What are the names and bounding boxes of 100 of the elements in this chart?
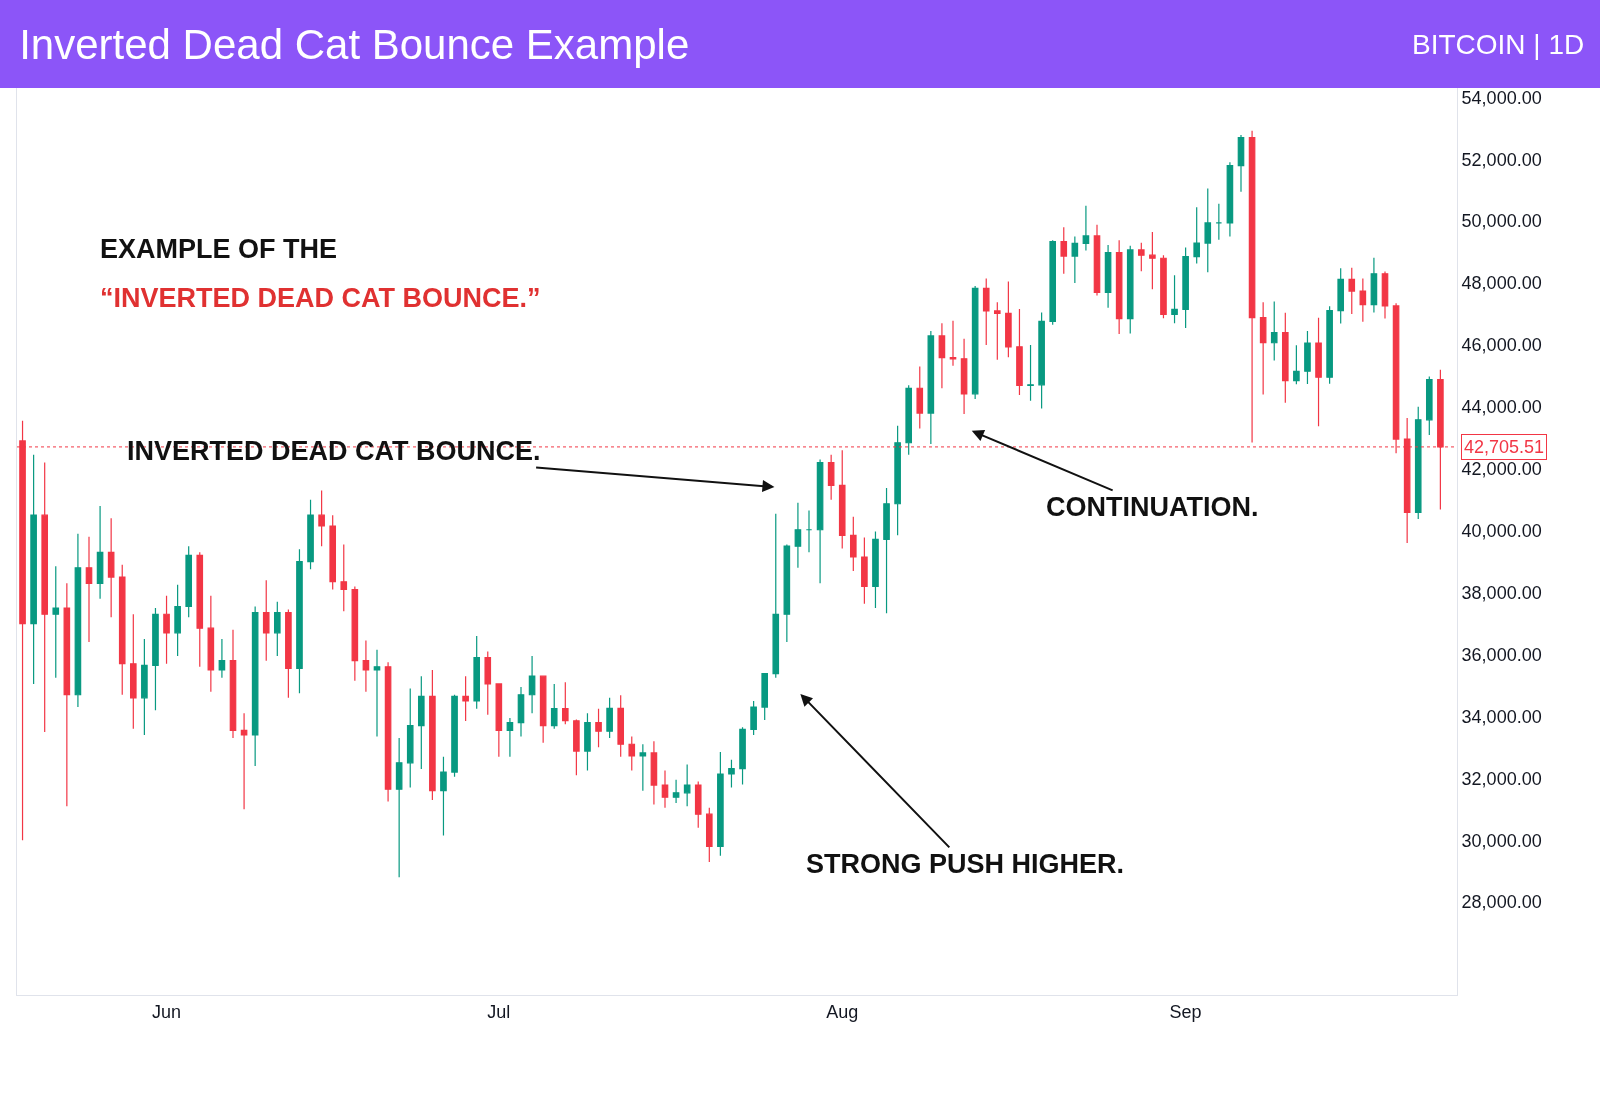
candlestick (971, 285, 979, 400)
candlestick (628, 735, 636, 772)
candlestick (982, 277, 990, 346)
candlestick (1115, 239, 1123, 335)
candlestick (993, 301, 1001, 361)
candlestick (30, 454, 37, 685)
y-tick-label: 50,000.00 (1461, 211, 1542, 232)
candlestick (340, 544, 348, 612)
candlestick (606, 697, 613, 739)
candlestick (517, 686, 525, 738)
candlestick (1049, 239, 1057, 326)
candlestick (1215, 203, 1223, 241)
candlestick (440, 756, 447, 837)
candlestick (595, 708, 602, 748)
candlestick (74, 533, 82, 708)
candlestick (395, 737, 403, 878)
candlestick (1381, 270, 1389, 320)
candlestick (451, 694, 458, 778)
candlestick (307, 499, 314, 570)
candlestick (739, 726, 746, 786)
x-tick-label: Jul (487, 1001, 511, 1022)
candlestick (118, 564, 126, 696)
candlestick (949, 320, 957, 367)
candlestick (1226, 161, 1234, 238)
candlestick (528, 655, 536, 714)
y-tick-label: 46,000.00 (1461, 335, 1542, 356)
candlestick (1326, 305, 1333, 385)
candlestick (141, 638, 148, 736)
candlestick (772, 513, 780, 679)
candlestick (362, 639, 370, 693)
candlestick (495, 683, 503, 758)
y-tick-label: 34,000.00 (1461, 706, 1542, 727)
chart-subtitle: BITCOIN | 1D (1412, 29, 1585, 60)
candlestick (639, 743, 647, 792)
y-tick-label: 30,000.00 (1461, 830, 1542, 851)
candlestick (805, 509, 813, 553)
candlestick (927, 330, 935, 445)
annotation: CONTINUATION. (1046, 492, 1259, 522)
y-tick-label: 44,000.00 (1461, 397, 1542, 418)
candlestick (96, 505, 104, 600)
candlestick (1093, 224, 1101, 296)
candlestick (384, 661, 392, 803)
candlestick (617, 694, 625, 758)
candlestick (584, 712, 591, 772)
candlestick (351, 585, 359, 682)
candlestick (41, 461, 49, 733)
candlestick (473, 635, 481, 710)
annotation: INVERTED DEAD CAT BOUNCE. (127, 436, 541, 466)
candlestick (1237, 134, 1245, 193)
chart-title: Inverted Dead Cat Bounce Example (19, 20, 690, 68)
candlestick (661, 769, 669, 809)
candlestick (728, 759, 735, 789)
candlestick (285, 609, 292, 699)
candlestick (1182, 246, 1189, 329)
candlestick (894, 425, 901, 536)
candlestick (462, 675, 469, 722)
candlestick (240, 712, 248, 810)
candlestick (1414, 406, 1422, 520)
candlestick (1005, 280, 1012, 358)
candlestick (1348, 267, 1356, 315)
candlestick (1149, 231, 1156, 290)
candlestick (373, 649, 381, 738)
candlestick (1082, 205, 1090, 252)
y-tick-label: 40,000.00 (1461, 520, 1542, 541)
x-tick-label: Jun (152, 1001, 182, 1022)
candlestick (262, 579, 270, 662)
candlestick (1425, 375, 1433, 436)
candlestick (1171, 274, 1178, 324)
candlestick (273, 601, 281, 657)
candlestick (1248, 130, 1256, 444)
annotation: STRONG PUSH HIGHER. (806, 849, 1125, 879)
candlestick (318, 489, 325, 547)
candlestick (1137, 242, 1145, 272)
candlestick (52, 565, 60, 679)
candlestick (916, 366, 924, 430)
candlestick (1038, 311, 1045, 409)
candlestick (207, 595, 215, 693)
candlestick (1370, 257, 1378, 314)
candlestick (905, 384, 913, 456)
y-tick-label: 32,000.00 (1461, 768, 1542, 789)
candlestick (1359, 277, 1367, 323)
candlestick (717, 751, 724, 857)
candlestick (1270, 300, 1278, 362)
candlestick (1104, 244, 1112, 309)
candlestick (849, 516, 857, 572)
candlestick (107, 517, 115, 618)
candlestick (1071, 235, 1079, 284)
candlestick (185, 545, 193, 618)
candlestick (1027, 344, 1034, 402)
candlestick (129, 613, 137, 730)
candlestick (794, 502, 802, 569)
candlestick (694, 780, 702, 829)
candlestick (838, 449, 846, 550)
candlestick (683, 763, 691, 807)
candlestick (1204, 188, 1212, 273)
x-tick-label: Sep (1169, 1001, 1202, 1022)
candlestick (229, 629, 237, 739)
candlestick (960, 338, 968, 415)
candlestick (550, 683, 558, 730)
candlestick (1293, 344, 1300, 385)
